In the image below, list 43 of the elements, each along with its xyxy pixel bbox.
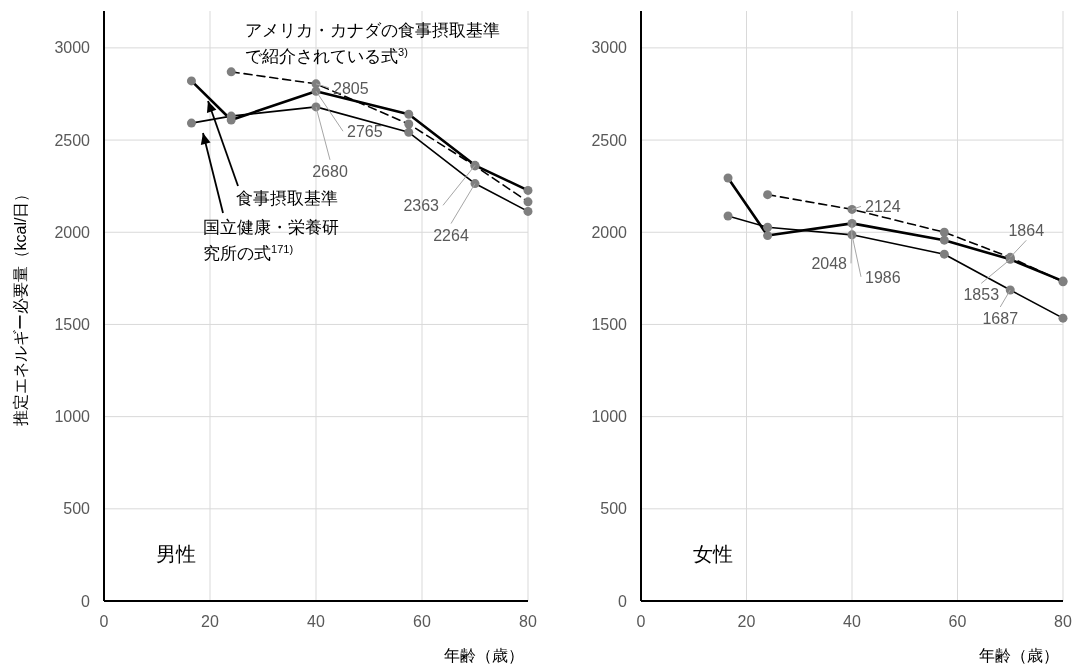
- x-axis-title: 年齢（歳）: [979, 647, 1059, 664]
- x-tick-label: 20: [201, 613, 219, 630]
- data-label: 2805: [333, 79, 369, 97]
- data-label: 1687: [982, 309, 1019, 327]
- x-tick-label: 20: [737, 613, 756, 630]
- y-axis-title: 推定エネルギー必要量（kcal/日）: [12, 185, 29, 427]
- y-tick-label: 1000: [54, 408, 91, 426]
- text: 食事摂取基準: [236, 189, 338, 208]
- y-tick-label: 3000: [54, 39, 91, 57]
- x-tick-label: 80: [1054, 613, 1072, 630]
- y-tick-label: 2000: [591, 223, 628, 241]
- x-tick-label: 40: [843, 613, 861, 630]
- data-label: 2264: [433, 226, 469, 244]
- y-tick-label: 2000: [54, 223, 91, 241]
- y-tick-label: 2500: [591, 131, 628, 149]
- x-tick-label: 80: [519, 613, 537, 630]
- data-label: 1864: [1008, 222, 1045, 240]
- x-tick-label: 0: [636, 613, 646, 630]
- y-tick-label: 500: [63, 500, 91, 518]
- y-tick-label: 2500: [54, 131, 91, 149]
- y-tick-label: 1000: [591, 408, 628, 426]
- x-tick-label: 60: [413, 613, 431, 630]
- y-tick-label: 500: [600, 500, 628, 518]
- data-label: 2765: [347, 123, 383, 141]
- y-tick-label: 1500: [54, 316, 91, 334]
- y-tick-label: 3000: [591, 39, 628, 57]
- x-tick-label: 40: [307, 613, 325, 630]
- data-label: 2048: [811, 255, 848, 273]
- x-axis-title: 年齢（歳）: [444, 647, 524, 664]
- data-label: 1986: [865, 268, 901, 286]
- x-tick-label: 60: [948, 613, 967, 630]
- y-tick-label: 1500: [591, 316, 628, 334]
- data-label: 2124: [865, 198, 901, 216]
- data-label: 1853: [963, 286, 1000, 304]
- text: 国立健康・栄養研究所の式$^{171)}$: [203, 218, 339, 263]
- y-tick-label: 0: [81, 592, 91, 610]
- data-label: 2363: [403, 197, 440, 215]
- y-tick-label: 0: [618, 592, 628, 610]
- data-label: 2680: [312, 162, 348, 180]
- x-tick-label: 0: [99, 613, 109, 630]
- annotation: 女性: [693, 543, 733, 565]
- annotation: 男性: [156, 543, 196, 565]
- series-label: アメリカ・カナダの食事摂取基準で紹介されている式$^{3)}$: [245, 21, 500, 66]
